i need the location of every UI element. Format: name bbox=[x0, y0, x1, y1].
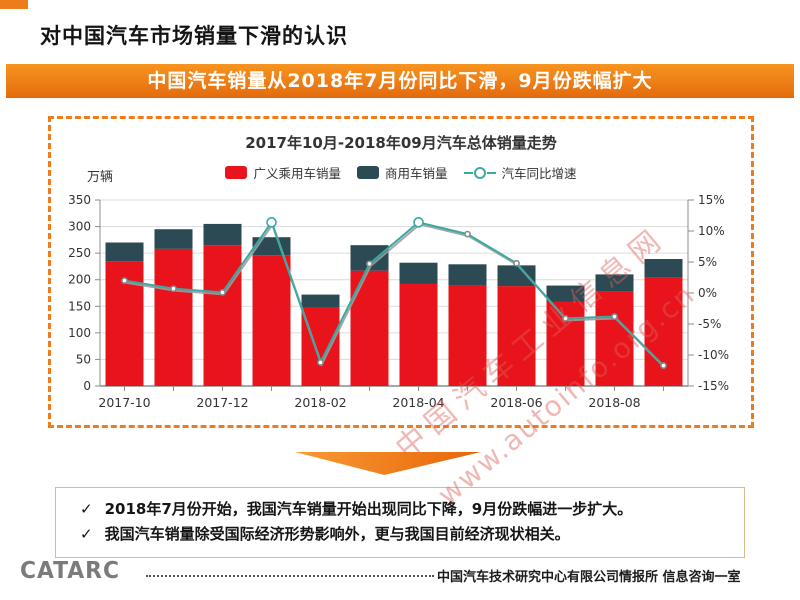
left-tick-label: 300 bbox=[68, 220, 91, 234]
commercial-bar-segment bbox=[105, 242, 144, 262]
chart-title: 2017年10月-2018年09月汽车总体销量走势 bbox=[245, 134, 557, 152]
legend-swatch bbox=[225, 166, 248, 179]
legend-label: 汽车同比增速 bbox=[501, 166, 577, 181]
footer-dotted-divider bbox=[146, 575, 434, 577]
passenger-bar-segment bbox=[644, 277, 683, 386]
growth-line-marker bbox=[562, 315, 569, 322]
growth-line-marker bbox=[170, 285, 177, 293]
footer-organization-text: 中国汽车技术研究中心有限公司情报所 信息咨询一室 bbox=[437, 570, 741, 585]
passenger-bar-segment bbox=[350, 270, 389, 386]
legend-label: 商用车销量 bbox=[384, 166, 448, 181]
right-tick-label: 0% bbox=[698, 286, 717, 300]
chart-legend: 广义乘用车销量 商用车销量 汽车同比增速 bbox=[51, 163, 751, 182]
left-tick-label: 0 bbox=[83, 379, 91, 393]
legend-item: 广义乘用车销量 bbox=[225, 163, 341, 182]
growth-line-marker bbox=[219, 288, 226, 296]
conclusion-notes-box: ✓ 2018年7月份开始，我国汽车销量开始出现同比下降，9月份跌幅进一步扩大。 ✓ 我… bbox=[55, 487, 745, 558]
growth-line-marker bbox=[266, 217, 277, 228]
growth-line bbox=[124, 220, 665, 367]
growth-line-shadow bbox=[125, 222, 666, 369]
right-tick-label: 5% bbox=[698, 255, 717, 269]
commercial-bar-segment bbox=[448, 264, 487, 286]
growth-line-marker bbox=[513, 259, 520, 267]
legend-item: 商用车销量 bbox=[356, 163, 448, 182]
left-tick-label: 350 bbox=[68, 193, 91, 207]
commercial-bar-segment bbox=[546, 285, 585, 302]
legend-line-circle-icon bbox=[463, 166, 496, 179]
x-tick-label: 2018-06 bbox=[490, 395, 542, 410]
passenger-bar-segment bbox=[448, 285, 487, 386]
left-tick-label: 50 bbox=[76, 352, 91, 366]
check-icon: ✓ bbox=[80, 500, 93, 518]
growth-line-marker bbox=[611, 313, 618, 320]
x-tick-label: 2017-12 bbox=[196, 395, 248, 410]
legend-label: 广义乘用车销量 bbox=[253, 166, 341, 181]
passenger-bar-segment bbox=[203, 245, 242, 386]
growth-line-marker bbox=[660, 362, 667, 369]
growth-line-marker bbox=[121, 277, 128, 284]
growth-line-marker bbox=[413, 217, 424, 228]
headline-banner: 中国汽车销量从2018年7月份同比下滑，9月份跌幅扩大 bbox=[6, 64, 794, 98]
left-tick-label: 200 bbox=[68, 273, 91, 287]
note-text: 我国汽车销量除受国际经济形势影响外，更与我国目前经济现状相关。 bbox=[104, 525, 570, 543]
commercial-bar-segment bbox=[203, 223, 242, 246]
passenger-bar-segment bbox=[546, 301, 585, 386]
right-tick-label: -5% bbox=[698, 317, 721, 331]
check-icon: ✓ bbox=[80, 525, 93, 543]
sales-chart: 0 50 100 150 200 250 300 350 -15% -10% -5% 0% 5% 10% 1… bbox=[68, 193, 729, 410]
commercial-bar-segment bbox=[301, 294, 340, 308]
catarc-logo: CATARC bbox=[20, 558, 120, 584]
commercial-bar-segment bbox=[595, 274, 634, 292]
x-tick-label: 2018-02 bbox=[294, 395, 346, 410]
x-tick-label: 2018-04 bbox=[392, 395, 444, 410]
growth-line-marker bbox=[317, 359, 324, 366]
commercial-bar-segment bbox=[154, 229, 193, 249]
note-line: ✓ 2018年7月份开始，我国汽车销量开始出现同比下降，9月份跌幅进一步扩大。 bbox=[56, 497, 744, 522]
left-tick-label: 250 bbox=[68, 246, 91, 260]
legend-item: 汽车同比增速 bbox=[463, 163, 577, 182]
left-tick-label: 150 bbox=[68, 299, 91, 313]
left-tick-label: 100 bbox=[68, 326, 91, 340]
growth-line-marker bbox=[366, 260, 373, 268]
page-title: 对中国汽车市场销量下滑的认识 bbox=[40, 24, 348, 48]
passenger-bar-segment bbox=[301, 307, 340, 386]
x-tick-label: 2018-08 bbox=[588, 395, 640, 410]
right-tick-label: -15% bbox=[698, 379, 729, 393]
note-line: ✓ 我国汽车销量除受国际经济形势影响外，更与我国目前经济现状相关。 bbox=[56, 522, 744, 547]
corner-accent-block bbox=[0, 0, 28, 9]
legend-swatch bbox=[356, 166, 379, 179]
commercial-bar-segment bbox=[644, 258, 683, 278]
passenger-bar-segment bbox=[252, 255, 291, 386]
commercial-bar-segment bbox=[399, 262, 438, 284]
growth-line-marker bbox=[464, 230, 471, 238]
chart-panel: 2017年10月-2018年09月汽车总体销量走势 万辆 广义乘用车销量 商用车销… bbox=[48, 116, 754, 428]
passenger-bar-segment bbox=[497, 286, 536, 386]
right-tick-label: 15% bbox=[698, 193, 725, 207]
passenger-bar-segment bbox=[595, 291, 634, 386]
passenger-bar-segment bbox=[154, 248, 193, 386]
right-tick-label: -10% bbox=[698, 348, 729, 362]
down-arrow-icon bbox=[295, 452, 481, 475]
x-tick-label: 2017-10 bbox=[98, 395, 150, 410]
passenger-bar-segment bbox=[399, 283, 438, 386]
y-axis-unit-label: 万辆 bbox=[87, 170, 114, 185]
commercial-bar-segment bbox=[497, 265, 536, 287]
right-tick-label: 10% bbox=[698, 224, 725, 238]
note-text: 2018年7月份开始，我国汽车销量开始出现同比下降，9月份跌幅进一步扩大。 bbox=[104, 500, 633, 518]
